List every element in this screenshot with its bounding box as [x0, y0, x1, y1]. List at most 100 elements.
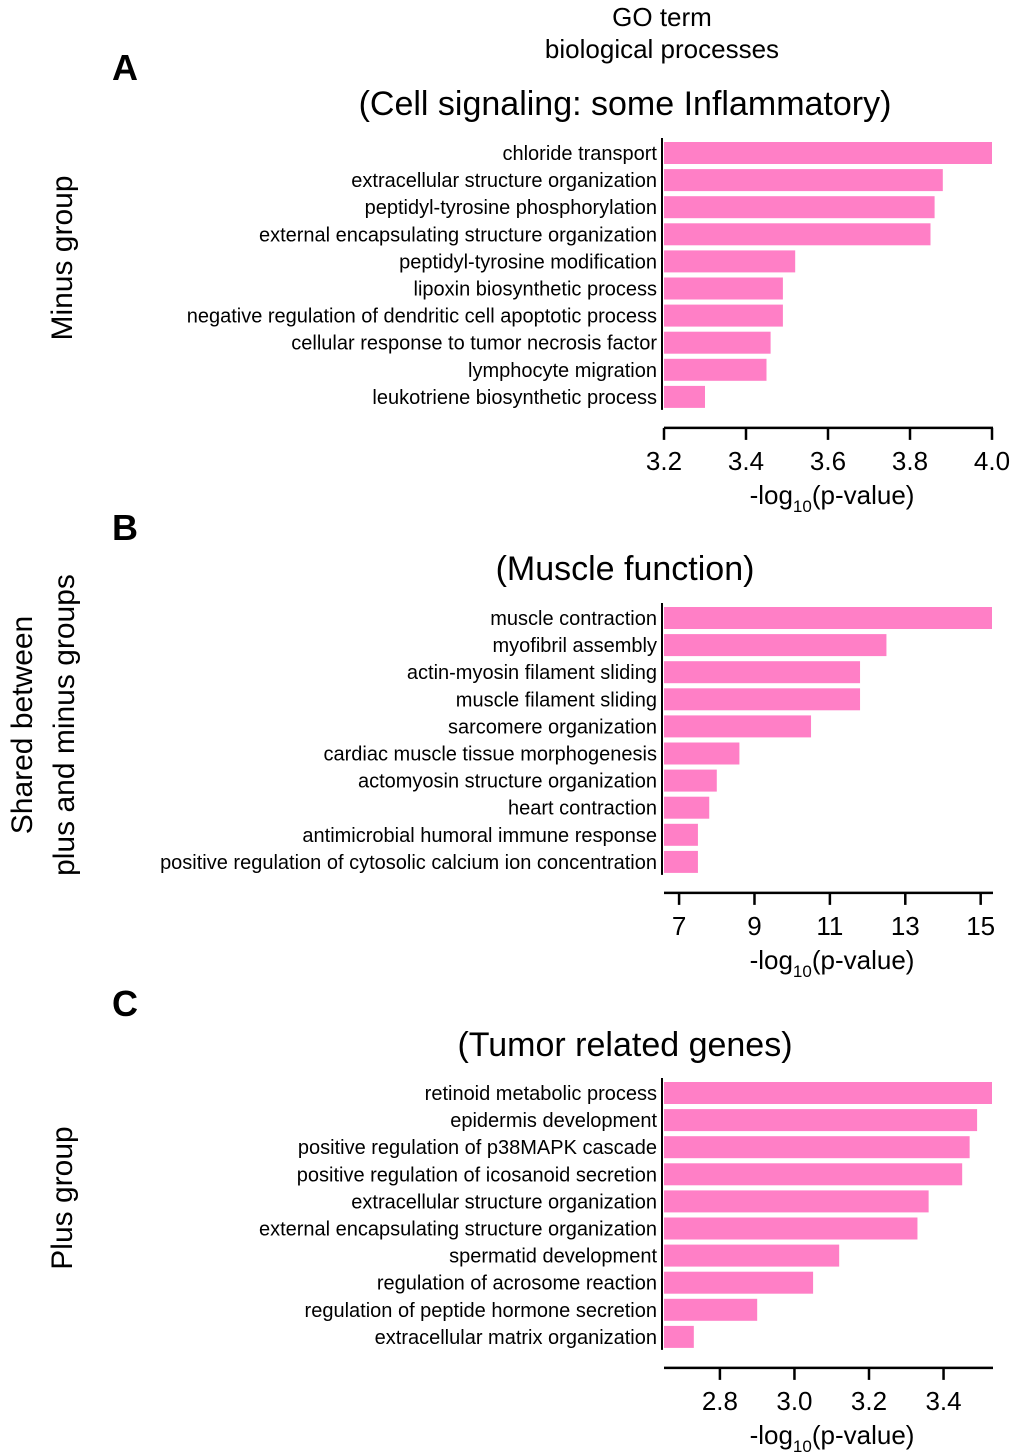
side-label: Shared between: [6, 616, 39, 835]
x-tick-label: 11: [816, 911, 843, 941]
bar: [664, 661, 861, 684]
category-label: actomyosin structure organization: [358, 771, 657, 793]
x-axis-label-subscript: 10: [793, 962, 812, 981]
bar: [664, 1163, 963, 1186]
panel-b: B Shared between plus and minus groups (Mus…: [6, 507, 995, 981]
x-tick-label: 3.4: [728, 446, 764, 476]
category-label: positive regulation of icosanoid secreti…: [297, 1164, 657, 1186]
category-label: regulation of acrosome reaction: [377, 1273, 657, 1295]
category-label: external encapsulating structure organiz…: [259, 224, 657, 246]
x-tick-label: 3.4: [925, 1386, 961, 1416]
chart-panels: A Minus group (Cell signaling: some Inflam…: [6, 47, 1010, 1455]
x-tick-label: 13: [891, 911, 920, 941]
x-axis-label-suffix: (p-value): [812, 945, 915, 975]
side-label: plus and minus groups: [48, 574, 81, 876]
x-axis-label-prefix: -log: [750, 1420, 793, 1450]
bar: [664, 250, 796, 273]
category-label: positive regulation of cytosolic calcium…: [160, 852, 657, 874]
side-label: Plus group: [46, 1126, 79, 1269]
category-label: antimicrobial humoral immune response: [302, 825, 657, 847]
bar: [664, 742, 740, 765]
bar: [664, 850, 698, 873]
chart-title: (Tumor related genes): [457, 1026, 792, 1064]
bar: [664, 169, 943, 192]
x-tick-label: 3.2: [646, 446, 682, 476]
category-label: lipoxin biosynthetic process: [414, 279, 657, 301]
bar: [664, 634, 887, 657]
category-label: sarcomere organization: [448, 716, 657, 738]
bar: [664, 823, 698, 846]
category-label: lymphocyte migration: [468, 360, 657, 382]
category-label: actin-myosin filament sliding: [407, 662, 657, 684]
x-axis-label-subscript: 10: [793, 497, 812, 516]
category-label: epidermis development: [450, 1110, 657, 1132]
x-tick-label: 4.0: [974, 446, 1010, 476]
x-tick-label: 3.2: [851, 1386, 887, 1416]
category-label: peptidyl-tyrosine phosphorylation: [365, 197, 657, 219]
category-label: retinoid metabolic process: [425, 1083, 657, 1105]
bar: [664, 304, 783, 327]
x-axis-label-suffix: (p-value): [812, 1420, 915, 1450]
chart-title: (Muscle function): [496, 550, 755, 588]
side-label: Minus group: [46, 175, 79, 340]
bar: [664, 223, 931, 246]
bar: [664, 715, 812, 738]
x-axis-label: -log10(p-value): [750, 1420, 915, 1455]
bar: [664, 796, 710, 819]
bar: [664, 1298, 758, 1321]
header-line-2: biological processes: [545, 34, 779, 64]
category-label: spermatid development: [449, 1246, 657, 1268]
category-label: positive regulation of p38MAPK cascade: [298, 1137, 657, 1159]
chart-title: (Cell signaling: some Inflammatory): [359, 85, 892, 123]
category-label: cellular response to tumor necrosis fact…: [291, 333, 657, 355]
category-label: cardiac muscle tissue morphogenesis: [324, 744, 658, 766]
category-label: regulation of peptide hormone secretion: [305, 1300, 657, 1322]
bar: [664, 1082, 992, 1104]
bar: [664, 688, 861, 711]
x-axis-label-prefix: -log: [750, 945, 793, 975]
category-label: negative regulation of dendritic cell ap…: [187, 306, 657, 328]
bar: [664, 1244, 840, 1267]
category-label: muscle filament sliding: [456, 689, 657, 711]
bar: [664, 331, 771, 354]
category-label: extracellular matrix organization: [375, 1327, 657, 1349]
x-axis-label-suffix: (p-value): [812, 480, 915, 510]
category-label: myofibril assembly: [493, 635, 657, 657]
category-label: leukotriene biosynthetic process: [372, 387, 657, 409]
bar: [664, 277, 783, 300]
x-axis-label-subscript: 10: [793, 1437, 812, 1455]
bar: [664, 1271, 814, 1294]
panel-a: A Minus group (Cell signaling: some Inflam…: [46, 47, 1010, 516]
bar: [664, 1136, 970, 1159]
category-label: extracellular structure organization: [351, 170, 657, 192]
x-tick-label: 3.6: [810, 446, 846, 476]
x-tick-label: 3.8: [892, 446, 928, 476]
bar: [664, 1190, 929, 1213]
x-axis-label: -log10(p-value): [750, 480, 915, 516]
x-axis-label-prefix: -log: [750, 480, 793, 510]
category-label: chloride transport: [502, 143, 657, 165]
bar: [664, 1109, 978, 1132]
bar: [664, 607, 992, 629]
category-label: heart contraction: [508, 798, 657, 820]
panel-letter: B: [112, 507, 138, 548]
panel-letter: C: [112, 983, 138, 1024]
bar: [664, 358, 767, 381]
x-tick-label: 9: [747, 911, 761, 941]
x-tick-label: 2.8: [702, 1386, 738, 1416]
x-tick-label: 3.0: [776, 1386, 812, 1416]
bar: [664, 196, 935, 219]
panel-letter: A: [112, 47, 138, 88]
category-label: peptidyl-tyrosine modification: [399, 251, 657, 273]
x-tick-label: 7: [672, 911, 686, 941]
bar: [664, 769, 717, 792]
panel-c: C Plus group (Tumor related genes) retinoid…: [46, 983, 993, 1455]
x-axis-label: -log10(p-value): [750, 945, 915, 981]
x-tick-label: 15: [966, 911, 995, 941]
bar: [664, 1217, 918, 1240]
category-label: muscle contraction: [490, 608, 657, 630]
header-line-1: GO term: [612, 2, 712, 32]
bar: [664, 385, 705, 408]
bar: [664, 1325, 694, 1348]
